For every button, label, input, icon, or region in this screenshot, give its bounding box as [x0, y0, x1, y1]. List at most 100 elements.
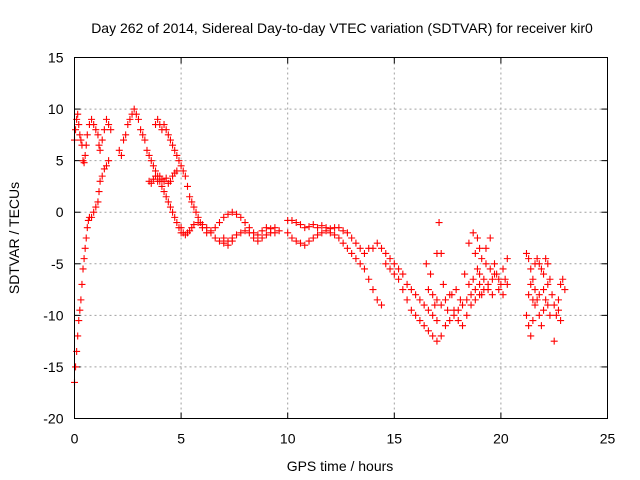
data-point: [211, 234, 219, 242]
data-point: [486, 265, 494, 273]
data-point: [130, 105, 138, 113]
data-point: [382, 260, 390, 268]
data-point: [525, 255, 533, 263]
data-point: [318, 229, 326, 237]
data-point: [74, 332, 82, 340]
data-point: [441, 296, 449, 304]
data-point: [164, 131, 172, 139]
data-point: [143, 146, 151, 154]
data-marks: [71, 105, 569, 386]
data-point: [531, 301, 539, 309]
data-point: [233, 210, 241, 218]
data-point: [495, 275, 503, 283]
data-point: [137, 126, 145, 134]
data-point: [149, 162, 157, 170]
data-point: [369, 286, 377, 294]
data-point: [147, 179, 155, 187]
data-point: [181, 172, 189, 180]
data-point: [550, 301, 558, 309]
data-point: [544, 280, 552, 288]
y-tick-label: 5: [56, 153, 64, 169]
data-point: [437, 332, 445, 340]
data-point: [491, 270, 499, 278]
data-point: [478, 255, 486, 263]
data-point: [98, 136, 106, 144]
data-point: [491, 260, 499, 268]
data-point: [469, 275, 477, 283]
data-point: [88, 115, 96, 123]
data-point: [420, 301, 428, 309]
data-point: [78, 280, 86, 288]
data-point: [452, 286, 460, 294]
data-point: [94, 131, 102, 139]
data-point: [220, 213, 228, 221]
data-point: [424, 286, 432, 294]
data-point: [126, 115, 134, 123]
data-point: [527, 332, 535, 340]
data-point: [469, 229, 477, 237]
data-point: [81, 244, 89, 252]
data-point: [241, 219, 249, 227]
data-point: [173, 219, 181, 227]
data-point: [433, 296, 441, 304]
data-point: [228, 208, 236, 216]
data-point: [271, 229, 279, 237]
data-point: [554, 306, 562, 314]
data-point: [537, 322, 545, 330]
data-point: [399, 270, 407, 278]
data-point: [215, 237, 223, 245]
data-point: [171, 146, 179, 154]
data-point: [81, 151, 89, 159]
data-point: [74, 110, 82, 118]
data-point: [416, 317, 424, 325]
data-point: [427, 270, 435, 278]
data-point: [535, 291, 543, 299]
data-point: [296, 239, 304, 247]
data-point: [552, 311, 560, 319]
data-point: [373, 239, 381, 247]
data-point: [83, 224, 91, 232]
data-point: [90, 121, 98, 129]
data-point: [429, 311, 437, 319]
y-tick-label: 0: [56, 204, 64, 220]
data-point: [422, 260, 430, 268]
data-point: [262, 231, 270, 239]
data-point: [192, 208, 200, 216]
data-point: [537, 265, 545, 273]
data-point: [435, 219, 443, 227]
data-point: [175, 157, 183, 165]
data-point: [416, 296, 424, 304]
data-point: [352, 255, 360, 263]
data-point: [169, 141, 177, 149]
data-point: [92, 126, 100, 134]
x-tick-label: 0: [71, 431, 79, 447]
data-point: [186, 193, 194, 201]
data-point: [386, 265, 394, 273]
data-point: [471, 286, 479, 294]
data-point: [314, 224, 322, 232]
data-point: [527, 280, 535, 288]
data-point: [550, 337, 558, 345]
data-point: [544, 260, 552, 268]
data-point: [203, 224, 211, 232]
data-point: [102, 115, 110, 123]
data-point: [454, 317, 462, 325]
data-point: [105, 157, 113, 165]
data-point: [82, 141, 90, 149]
data-point: [522, 311, 530, 319]
data-point: [132, 110, 140, 118]
data-point: [473, 234, 481, 242]
x-axis-label: GPS time / hours: [287, 458, 394, 474]
data-point: [76, 131, 84, 139]
data-point: [275, 227, 283, 235]
x-tick-label: 5: [177, 431, 185, 447]
data-point: [72, 363, 80, 371]
data-point: [305, 223, 313, 231]
data-point: [162, 174, 170, 182]
data-point: [220, 234, 228, 242]
data-point: [525, 291, 533, 299]
data-point: [120, 136, 128, 144]
data-point: [190, 221, 198, 229]
data-point: [495, 286, 503, 294]
data-point: [546, 311, 554, 319]
